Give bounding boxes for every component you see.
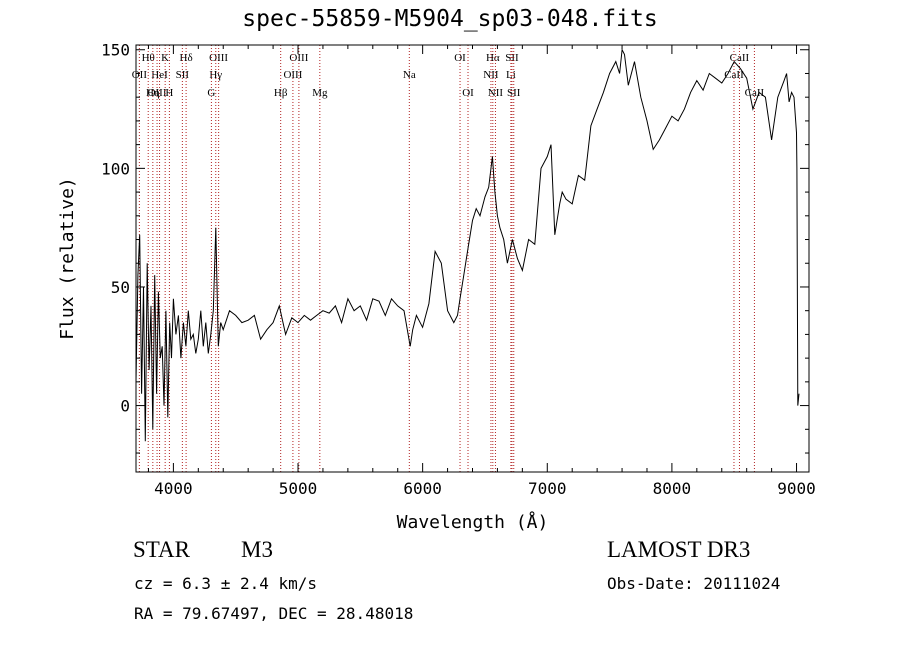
- coordinates: RA = 79.67497, DEC = 28.48018: [134, 604, 414, 623]
- line-marker-label: Hθ: [142, 52, 155, 64]
- axis-labels: 4000 5000 6000 7000 8000 9000 0 50 100 150 Wavelen…: [57, 41, 816, 533]
- redshift-velocity: cz = 6.3 ± 2.4 km/s: [134, 574, 318, 593]
- x-axis-label: Wavelength (Å): [397, 511, 549, 533]
- line-marker-label: G: [207, 87, 215, 99]
- y-tick-label: 0: [120, 397, 130, 416]
- line-marker-label: K: [161, 52, 169, 64]
- spectrum-line: [135, 47, 800, 442]
- line-marker-label: Hα: [486, 52, 500, 64]
- line-marker-label: Li: [506, 69, 516, 81]
- survey-name: LAMOST DR3: [607, 537, 751, 562]
- y-tick-label: 150: [101, 41, 130, 60]
- line-marker-label: Hδ: [180, 52, 193, 64]
- axis-ticks: [136, 45, 809, 472]
- line-marker-label: HeI: [151, 69, 168, 81]
- line-marker-label: H: [165, 87, 173, 99]
- line-marker-label: SII: [507, 87, 521, 99]
- line-marker-label: OIII: [289, 52, 308, 64]
- line-marker-label: Hβ: [274, 87, 288, 99]
- line-marker-label: NII: [488, 87, 504, 99]
- line-marker-label: SII: [176, 69, 190, 81]
- line-marker-label: OIII: [209, 52, 228, 64]
- y-tick-label: 100: [101, 159, 130, 178]
- chart-title: spec-55859-M5904_sp03-048.fits: [242, 6, 658, 32]
- line-marker-label: SII: [505, 52, 519, 64]
- line-marker-label: Hγ: [209, 69, 222, 81]
- plot-frame: [135, 44, 810, 473]
- line-marker-label: OIII: [283, 69, 302, 81]
- y-tick-label: 50: [111, 278, 130, 297]
- line-marker-label: Na: [403, 69, 416, 81]
- object-class: STAR: [133, 537, 190, 562]
- line-marker-label: OI: [462, 87, 474, 99]
- x-tick-label: 4000: [154, 479, 193, 498]
- x-tick-label: 5000: [279, 479, 318, 498]
- object-subclass: M3: [241, 537, 273, 562]
- y-axis-label: Flux (relative): [57, 177, 78, 340]
- line-marker-label: CaII: [745, 87, 765, 99]
- x-tick-label: 9000: [777, 479, 816, 498]
- line-marker-label: OI: [454, 52, 466, 64]
- x-tick-label: 6000: [403, 479, 442, 498]
- line-marker-label: Mg: [312, 87, 328, 99]
- line-marker-label: Hη: [146, 87, 160, 99]
- line-marker-label: OII: [132, 69, 148, 81]
- observation-date: Obs-Date: 20111024: [607, 574, 781, 593]
- line-marker-label: CaII: [730, 52, 750, 64]
- x-tick-label: 7000: [528, 479, 567, 498]
- x-tick-label: 8000: [653, 479, 692, 498]
- line-marker-label: NII: [483, 69, 499, 81]
